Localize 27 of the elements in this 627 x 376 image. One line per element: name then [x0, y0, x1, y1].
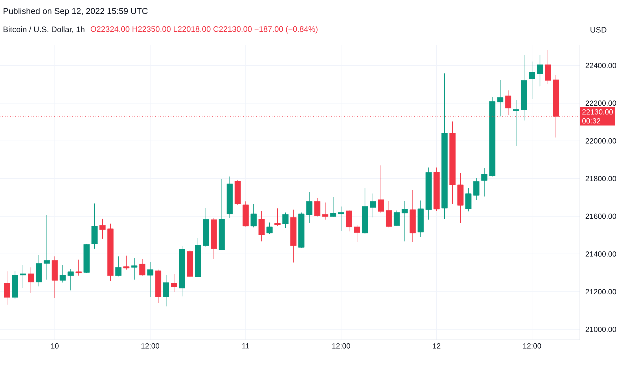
candlestick — [314, 198, 321, 218]
candlestick — [266, 222, 273, 234]
candlestick — [242, 201, 249, 228]
candlestick — [250, 204, 257, 228]
candlestick — [274, 208, 281, 226]
candlestick — [410, 190, 416, 242]
candlestick — [124, 256, 130, 270]
candlestick — [4, 271, 10, 306]
candlestick — [132, 258, 138, 280]
candlestick — [163, 275, 170, 307]
candlestick — [402, 200, 408, 242]
candlestick — [139, 258, 146, 276]
candlestick — [481, 168, 488, 198]
candlestick — [322, 202, 329, 220]
candlestick — [258, 210, 265, 242]
candlestick — [76, 260, 82, 276]
candlestick — [497, 80, 504, 117]
candlestick — [394, 210, 400, 226]
candlestick — [92, 203, 98, 250]
candlestick — [52, 256, 58, 299]
candlestick — [234, 180, 242, 206]
text: Published on Sep 12, 2022 15:59 UTC — [4, 8, 148, 16]
candlestick — [147, 262, 154, 298]
candlestick — [171, 274, 178, 293]
candlestick — [282, 212, 289, 229]
candlestick — [28, 267, 34, 294]
candlestick — [116, 256, 122, 277]
